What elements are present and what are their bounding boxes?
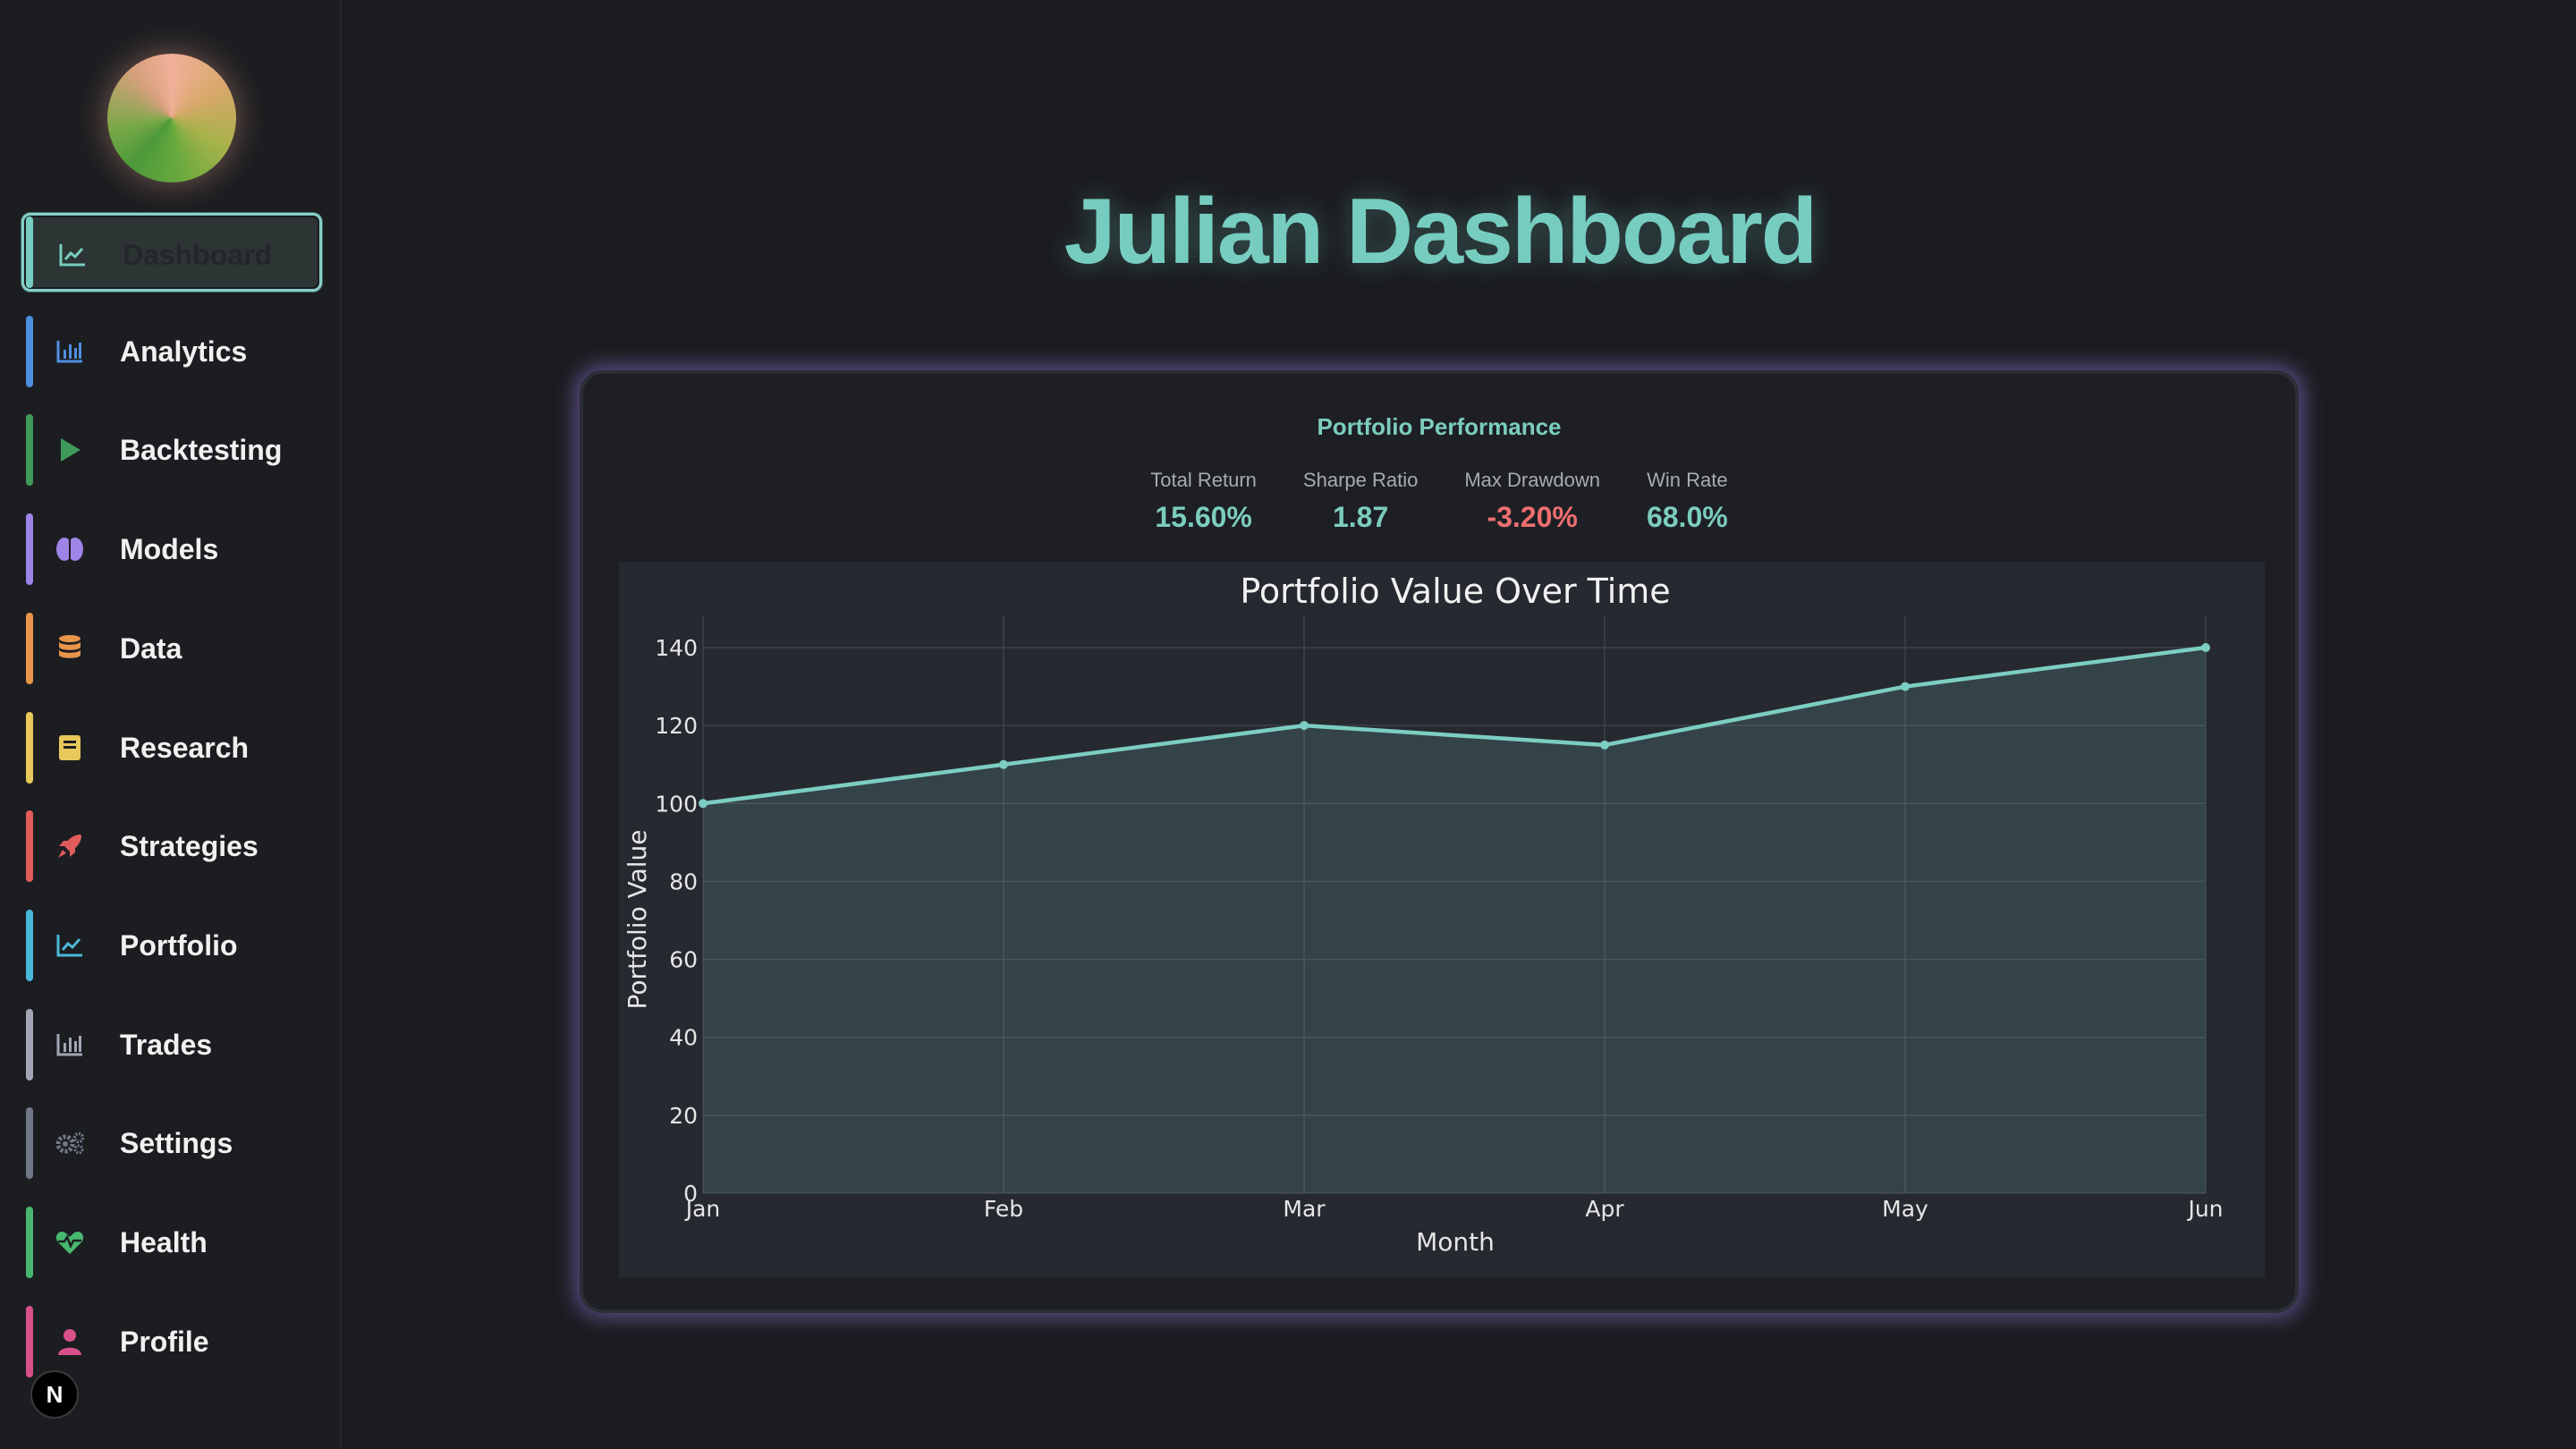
data-point-jan[interactable] — [699, 799, 708, 809]
y-axis-label: Portfolio Value — [623, 830, 652, 1010]
sidebar-item-trades[interactable]: Trades — [21, 1005, 322, 1084]
metric-sharpe-ratio: Sharpe Ratio 1.87 — [1280, 469, 1441, 534]
sidebar-item-label: Models — [120, 533, 219, 566]
sidebar-item-settings[interactable]: Settings — [21, 1104, 322, 1182]
sidebar-item-accent-bar — [26, 909, 33, 981]
sidebar-item-accent-bar — [26, 513, 33, 586]
x-tick-label: Jan — [684, 1196, 721, 1222]
sidebar-item-label: Settings — [120, 1127, 233, 1160]
sidebar-item-label: Profile — [120, 1325, 209, 1358]
series-area-fill — [703, 648, 2206, 1193]
sidebar-item-label: Strategies — [120, 830, 258, 863]
metric-label: Max Drawdown — [1464, 469, 1600, 491]
chart-panel: Portfolio Value Over Time 0 20 40 60 80 100 12… — [619, 562, 2265, 1277]
chart-area — [699, 643, 2210, 1193]
metric-label: Sharpe Ratio — [1302, 469, 1419, 491]
bar-chart-icon — [54, 1030, 86, 1059]
y-tick-label: 140 — [655, 635, 698, 661]
y-tick-label: 40 — [669, 1025, 698, 1051]
sidebar-item-accent-bar — [26, 810, 33, 883]
data-point-mar[interactable] — [1300, 721, 1309, 731]
x-tick-label: Feb — [984, 1196, 1023, 1222]
sidebar-item-health[interactable]: Health — [21, 1203, 322, 1282]
sidebar-item-accent-bar — [26, 414, 33, 487]
series-line — [702, 645, 2207, 806]
data-point-may[interactable] — [1901, 682, 1910, 691]
sidebar-item-label: Research — [120, 731, 250, 764]
sidebar-item-backtesting[interactable]: Backtesting — [21, 411, 322, 489]
metric-value: -3.20% — [1487, 501, 1578, 533]
metric-win-rate: Win Rate 68.0% — [1623, 469, 1751, 534]
sidebar-item-profile[interactable]: Profile — [21, 1302, 322, 1381]
sidebar-item-accent-bar — [26, 1107, 33, 1180]
sidebar-item-portfolio[interactable]: Portfolio — [21, 906, 322, 985]
database-icon — [54, 634, 86, 663]
y-tick-label: 80 — [669, 869, 698, 894]
sidebar-item-accent-bar — [26, 315, 33, 387]
sidebar-item-label: Trades — [120, 1028, 213, 1061]
sidebar-item-accent-bar — [26, 1008, 33, 1080]
x-tick-label: Apr — [1585, 1196, 1624, 1222]
sidebar-item-label: Dashboard — [123, 239, 273, 271]
sidebar-item-label: Health — [120, 1226, 208, 1258]
y-tick-label: 100 — [655, 791, 698, 817]
metric-label: Win Rate — [1647, 469, 1728, 491]
sidebar-item-dashboard[interactable]: Dashboard — [21, 213, 322, 292]
y-tick-label: 20 — [669, 1103, 698, 1129]
chart-title: Portfolio Value Over Time — [1240, 572, 1670, 611]
line-chart-icon — [56, 241, 89, 269]
chart-grid — [702, 615, 2207, 1194]
sidebar-item-research[interactable]: Research — [21, 708, 322, 787]
sidebar-item-accent-bar — [26, 216, 33, 288]
y-axis-ticks: 0 20 40 60 80 100 120 140 — [655, 635, 698, 1207]
sidebar-item-label: Data — [120, 631, 182, 665]
line-chart-icon — [54, 931, 86, 960]
play-icon — [54, 436, 86, 464]
metric-total-return: Total Return 15.60% — [1127, 469, 1280, 534]
x-tick-label: Jun — [2186, 1196, 2223, 1222]
sidebar-item-accent-bar — [26, 612, 33, 684]
bar-chart-icon — [54, 337, 86, 366]
metric-value: 68.0% — [1646, 501, 1728, 533]
x-tick-label: Mar — [1283, 1196, 1326, 1222]
n-badge[interactable]: N — [30, 1370, 79, 1419]
portfolio-chart[interactable]: Portfolio Value Over Time 0 20 40 60 80 100 12… — [619, 562, 2265, 1277]
x-tick-label: May — [1882, 1196, 1928, 1222]
data-point-apr[interactable] — [1600, 740, 1609, 750]
brain-icon — [54, 535, 86, 564]
user-icon — [54, 1327, 86, 1356]
metric-value: 15.60% — [1155, 501, 1252, 533]
y-tick-label: 120 — [655, 713, 698, 739]
page-title: Julian Dashboard — [1063, 180, 1818, 284]
avatar[interactable] — [107, 54, 236, 182]
gears-icon — [54, 1129, 86, 1157]
x-axis-ticks: Jan Feb Mar Apr May Jun — [684, 1196, 2224, 1222]
book-icon — [54, 733, 86, 762]
metric-max-drawdown: Max Drawdown -3.20% — [1441, 469, 1623, 534]
sidebar-item-label: Backtesting — [120, 434, 283, 467]
sidebar-item-label: Analytics — [120, 335, 248, 368]
data-point-jun[interactable] — [2201, 643, 2210, 652]
sidebar-item-accent-bar — [26, 1207, 33, 1278]
x-axis-label: Month — [1416, 1227, 1495, 1257]
sidebar-item-accent-bar — [26, 1305, 33, 1377]
performance-card: Portfolio Performance Total Return 15.60… — [580, 370, 2299, 1313]
y-tick-label: 60 — [669, 947, 698, 973]
metric-label: Total Return — [1150, 469, 1257, 491]
sidebar-item-strategies[interactable]: Strategies — [21, 807, 322, 886]
sidebar-item-label: Portfolio — [120, 928, 238, 962]
y-tick-label: 0 — [683, 1181, 698, 1207]
metrics-row: Total Return 15.60% Sharpe Ratio 1.87 Ma… — [583, 469, 2295, 534]
metric-value: 1.87 — [1332, 501, 1389, 533]
rocket-icon — [54, 832, 86, 860]
card-title: Portfolio Performance — [1317, 413, 1562, 440]
sidebar: Dashboard Analytics Backtesting Models Data R… — [0, 0, 342, 1449]
sidebar-item-data[interactable]: Data — [21, 609, 322, 688]
sidebar-item-analytics[interactable]: Analytics — [21, 312, 322, 391]
sidebar-item-models[interactable]: Models — [21, 510, 322, 589]
data-point-feb[interactable] — [999, 759, 1008, 769]
heart-pulse-icon — [54, 1228, 86, 1257]
sidebar-item-accent-bar — [26, 711, 33, 784]
